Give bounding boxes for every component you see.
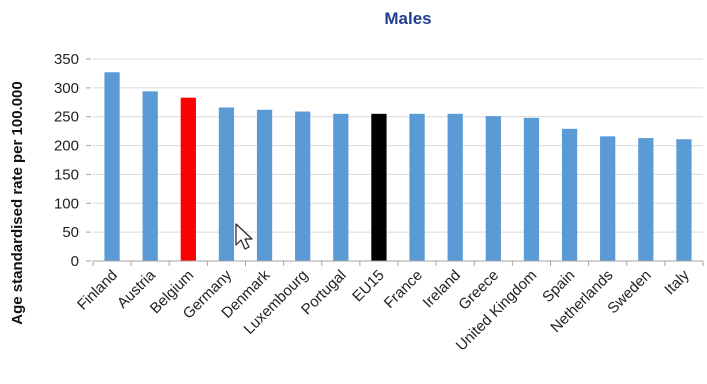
bar-ireland bbox=[447, 113, 463, 261]
x-axis-ticks: FinlandAustriaBelgiumGermanyDenmarkLuxem… bbox=[74, 261, 704, 354]
x-tick-label: Italy bbox=[661, 266, 693, 298]
y-tick-label: 100 bbox=[54, 195, 79, 212]
y-tick-label: 50 bbox=[62, 224, 79, 241]
y-tick-label: 200 bbox=[54, 138, 79, 155]
bar-sweden bbox=[638, 138, 654, 261]
bar-austria bbox=[142, 91, 158, 261]
bar-italy bbox=[676, 139, 692, 261]
bar-luxembourg bbox=[295, 111, 311, 262]
y-tick-label: 350 bbox=[54, 51, 79, 68]
bar-finland bbox=[104, 72, 120, 261]
y-axis-ticks: 0 50 100 150 200 250 300 350 bbox=[54, 51, 91, 270]
chart-title: Males bbox=[384, 9, 431, 28]
bar-netherlands bbox=[600, 136, 616, 261]
x-tick-label: Finland bbox=[74, 267, 121, 314]
y-tick-label: 250 bbox=[54, 109, 79, 126]
bars bbox=[104, 72, 692, 262]
bar-greece bbox=[485, 116, 501, 261]
mouse-cursor-icon bbox=[235, 223, 253, 250]
bar-germany bbox=[218, 107, 235, 261]
bar-eu15 bbox=[371, 113, 387, 261]
bar-belgium bbox=[180, 97, 196, 261]
bar-united-kingdom bbox=[523, 117, 540, 262]
y-tick-label: 0 bbox=[71, 253, 79, 270]
bar-spain bbox=[561, 128, 578, 261]
x-tick-label: France bbox=[381, 267, 426, 312]
bar-denmark bbox=[256, 109, 273, 261]
y-tick-label: 150 bbox=[54, 166, 79, 183]
y-axis-label: Age standardised rate per 100.000 bbox=[9, 81, 26, 324]
y-tick-label: 300 bbox=[54, 80, 79, 97]
bar-portugal bbox=[333, 113, 349, 261]
bar-france bbox=[409, 113, 425, 261]
